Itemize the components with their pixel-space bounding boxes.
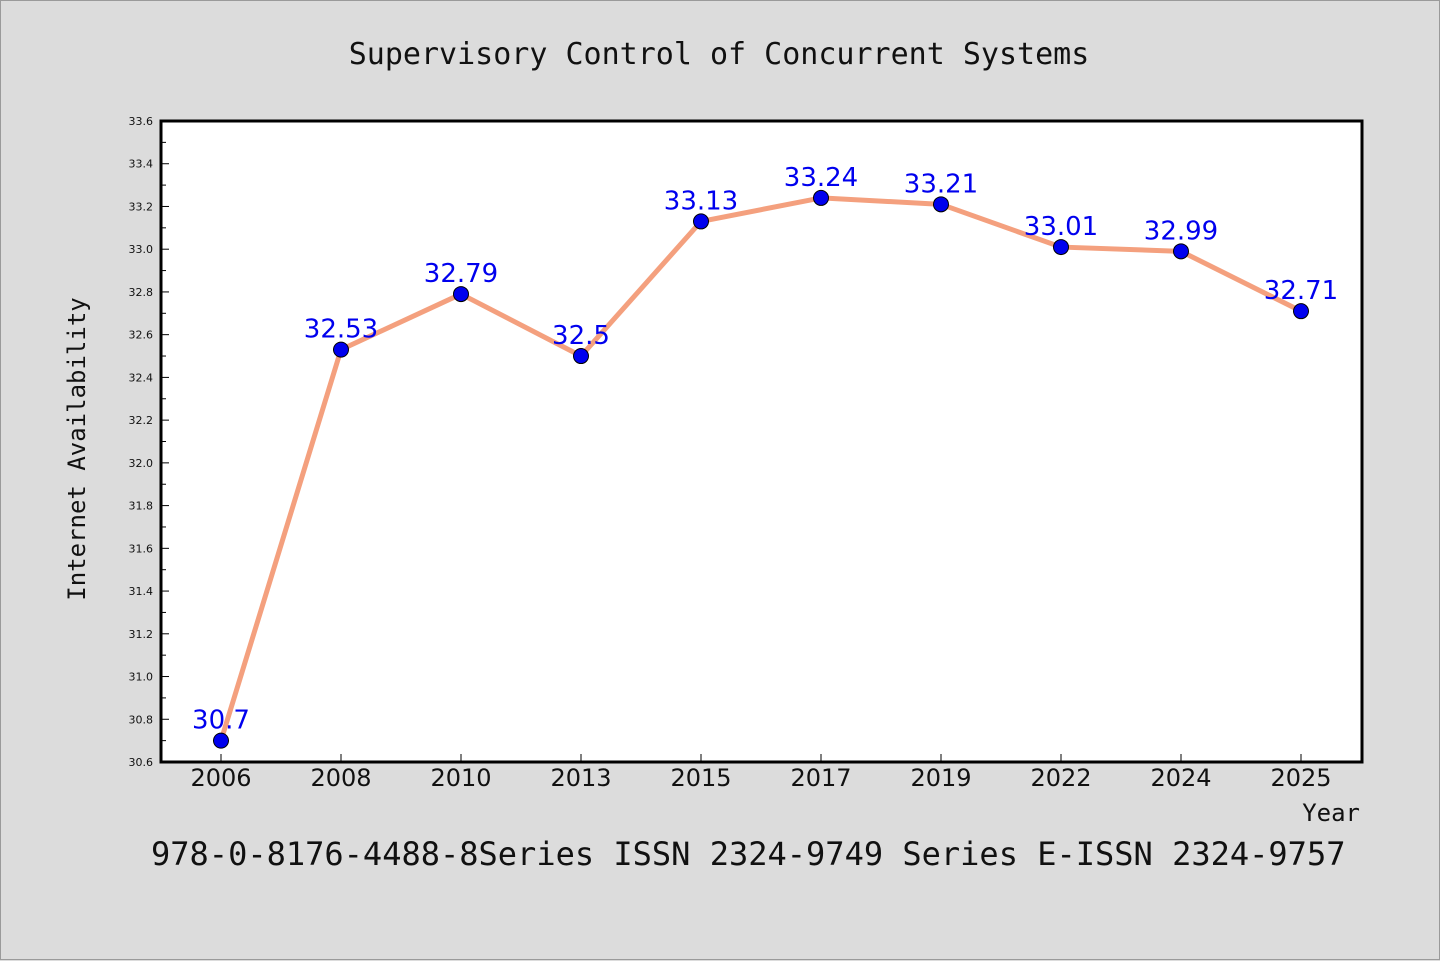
y-axis-title: Internet Availability xyxy=(63,297,91,600)
x-tick-label: 2022 xyxy=(1030,764,1091,792)
data-label: 32.53 xyxy=(304,315,378,345)
y-tick-label: 32.4 xyxy=(129,371,154,384)
plot-border xyxy=(159,119,1364,764)
data-point xyxy=(933,196,949,213)
y-tick-label: 31.6 xyxy=(129,542,154,555)
y-tick-label: 33.4 xyxy=(129,158,154,171)
data-label: 30.7 xyxy=(192,706,250,736)
y-tick-label: 33.2 xyxy=(129,200,154,213)
y-tick-label: 32.8 xyxy=(129,286,154,299)
data-point xyxy=(1293,303,1309,320)
y-tick-label: 32.0 xyxy=(129,457,154,470)
data-point xyxy=(1053,239,1069,256)
series-layer xyxy=(213,189,1309,749)
x-tick-label: 2006 xyxy=(190,764,251,792)
series-line xyxy=(218,195,1303,742)
y-tick-label: 32.6 xyxy=(129,329,154,342)
data-label: 32.79 xyxy=(424,259,498,289)
data-point xyxy=(813,189,829,206)
y-tick-label: 31.8 xyxy=(129,500,154,513)
data-point xyxy=(573,348,589,365)
y-tick-label: 31.0 xyxy=(129,671,154,684)
data-point xyxy=(693,213,709,230)
x-axis-title: Year xyxy=(1302,799,1360,827)
data-label: 32.5 xyxy=(552,321,610,351)
y-tick-label: 30.6 xyxy=(129,756,154,769)
x-tick-label: 2025 xyxy=(1270,764,1331,792)
y-tick-label: 31.4 xyxy=(129,585,154,598)
data-label: 33.01 xyxy=(1024,212,1098,242)
data-point xyxy=(1173,243,1189,260)
y-tick-label: 32.2 xyxy=(129,414,154,427)
x-tick-label: 2017 xyxy=(790,764,851,792)
data-label: 33.24 xyxy=(784,163,858,193)
footer-isbn-text: 978-0-8176-4488-8Series ISSN 2324-9749 S… xyxy=(151,835,1345,873)
y-tick-label: 33.0 xyxy=(129,243,154,256)
data-labels: 30.7 32.53 32.79 32.5 33.13 33.24 33.21 33.01 32… xyxy=(192,163,1338,736)
x-tick-label: 2024 xyxy=(1150,764,1211,792)
x-tick-label: 2008 xyxy=(310,764,371,792)
x-axis-ticks: 2006 2008 2010 2013 2015 2017 2019 2022 2024 2025 xyxy=(190,754,1332,792)
x-tick-label: 2015 xyxy=(670,764,731,792)
data-label: 32.99 xyxy=(1144,216,1218,246)
y-tick-label: 30.8 xyxy=(129,713,154,726)
plot-area xyxy=(161,121,1362,762)
x-tick-label: 2013 xyxy=(550,764,611,792)
y-tick-label: 31.2 xyxy=(129,628,154,641)
data-label: 32.71 xyxy=(1264,276,1338,306)
x-tick-label: 2019 xyxy=(910,764,971,792)
data-label: 33.13 xyxy=(664,186,738,216)
data-point xyxy=(333,341,349,358)
x-tick-label: 2010 xyxy=(430,764,491,792)
y-axis-ticks: 30.6 30.8 31.0 31.2 31.4 31.6 31.8 32.0 32.2 32.4… xyxy=(129,115,169,769)
chart-title: Supervisory Control of Concurrent System… xyxy=(349,37,1090,72)
data-point xyxy=(213,732,229,749)
data-label: 33.21 xyxy=(904,169,978,199)
y-tick-label: 33.6 xyxy=(129,115,154,128)
data-point xyxy=(453,286,469,303)
